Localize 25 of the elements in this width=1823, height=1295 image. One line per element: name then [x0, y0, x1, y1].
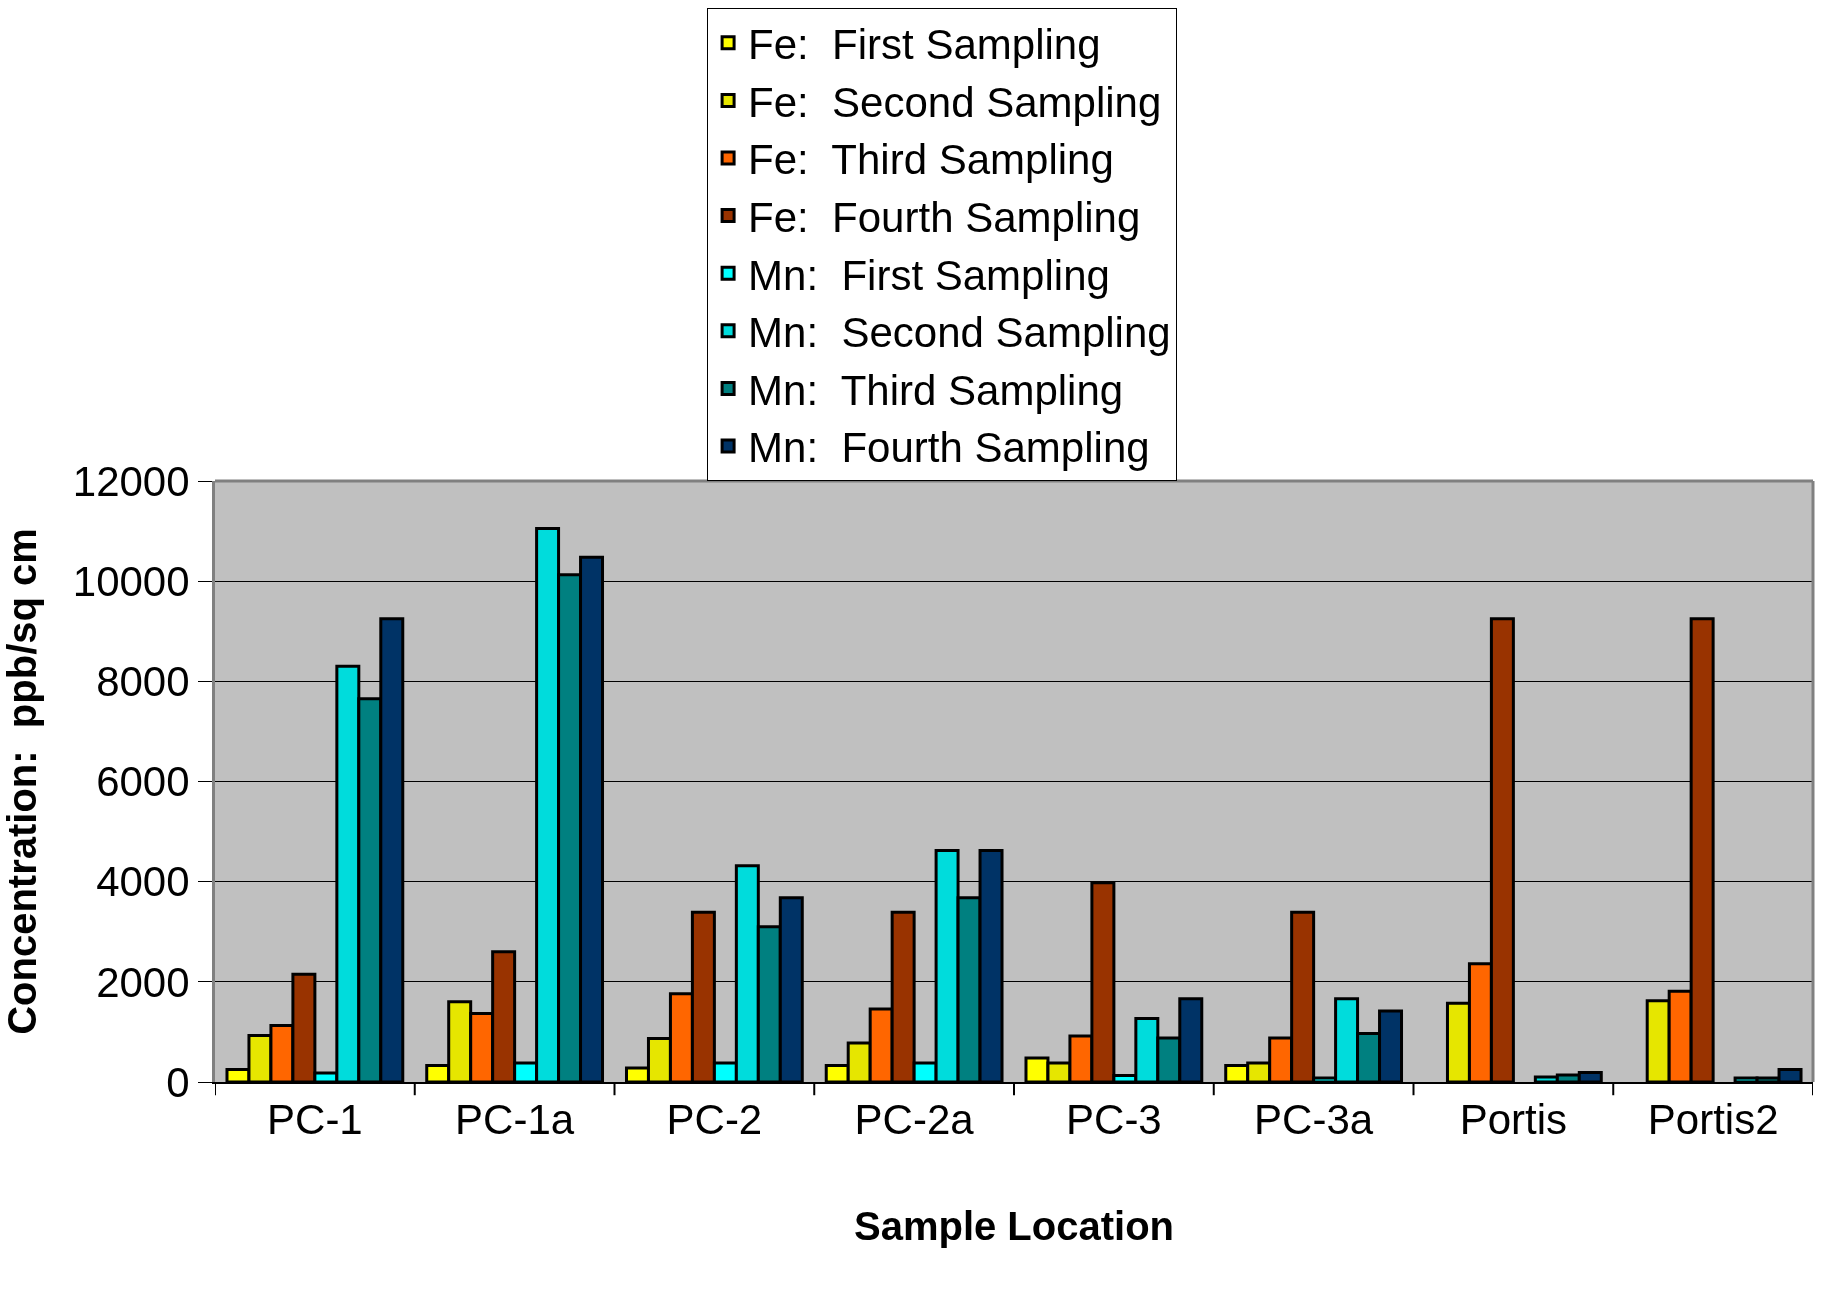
y-tick-label: 2000 [96, 958, 190, 1006]
legend-label: Fe: Fourth Sampling [748, 193, 1141, 241]
x-tick-label: Portis2 [1647, 1096, 1779, 1144]
x-tick-label: PC-1 [267, 1096, 363, 1144]
legend-label: Fe: Third Sampling [748, 136, 1114, 184]
legend-label: Mn: First Sampling [748, 251, 1110, 299]
legend-label: Fe: First Sampling [748, 21, 1101, 69]
x-axis-title: Sample Location [853, 1204, 1175, 1249]
x-tick-label: PC-2 [666, 1096, 763, 1144]
y-tick-label: 8000 [96, 658, 190, 706]
y-tick-label: 4000 [96, 858, 190, 906]
y-tick-label: 6000 [96, 758, 190, 806]
x-tick-label: PC-3 [1066, 1096, 1162, 1144]
legend-label: Mn: Third Sampling [748, 366, 1124, 414]
legend-label: Mn: Fourth Sampling [748, 424, 1150, 472]
y-tick-label: 10000 [72, 557, 190, 605]
x-tick-label: PC-3a [1254, 1096, 1374, 1144]
x-tick-label: PC-1a [455, 1096, 575, 1144]
y-tick-label: 12000 [72, 457, 190, 505]
x-tick-label: PC-2a [854, 1096, 975, 1144]
legend-label: Fe: Second Sampling [748, 78, 1162, 126]
y-tick-label: 0 [166, 1058, 190, 1106]
y-axis-title: Concentration: ppb/sq cm [0, 528, 44, 1035]
x-tick-label: Portis [1459, 1096, 1568, 1144]
legend-label: Mn: Second Sampling [748, 309, 1171, 357]
